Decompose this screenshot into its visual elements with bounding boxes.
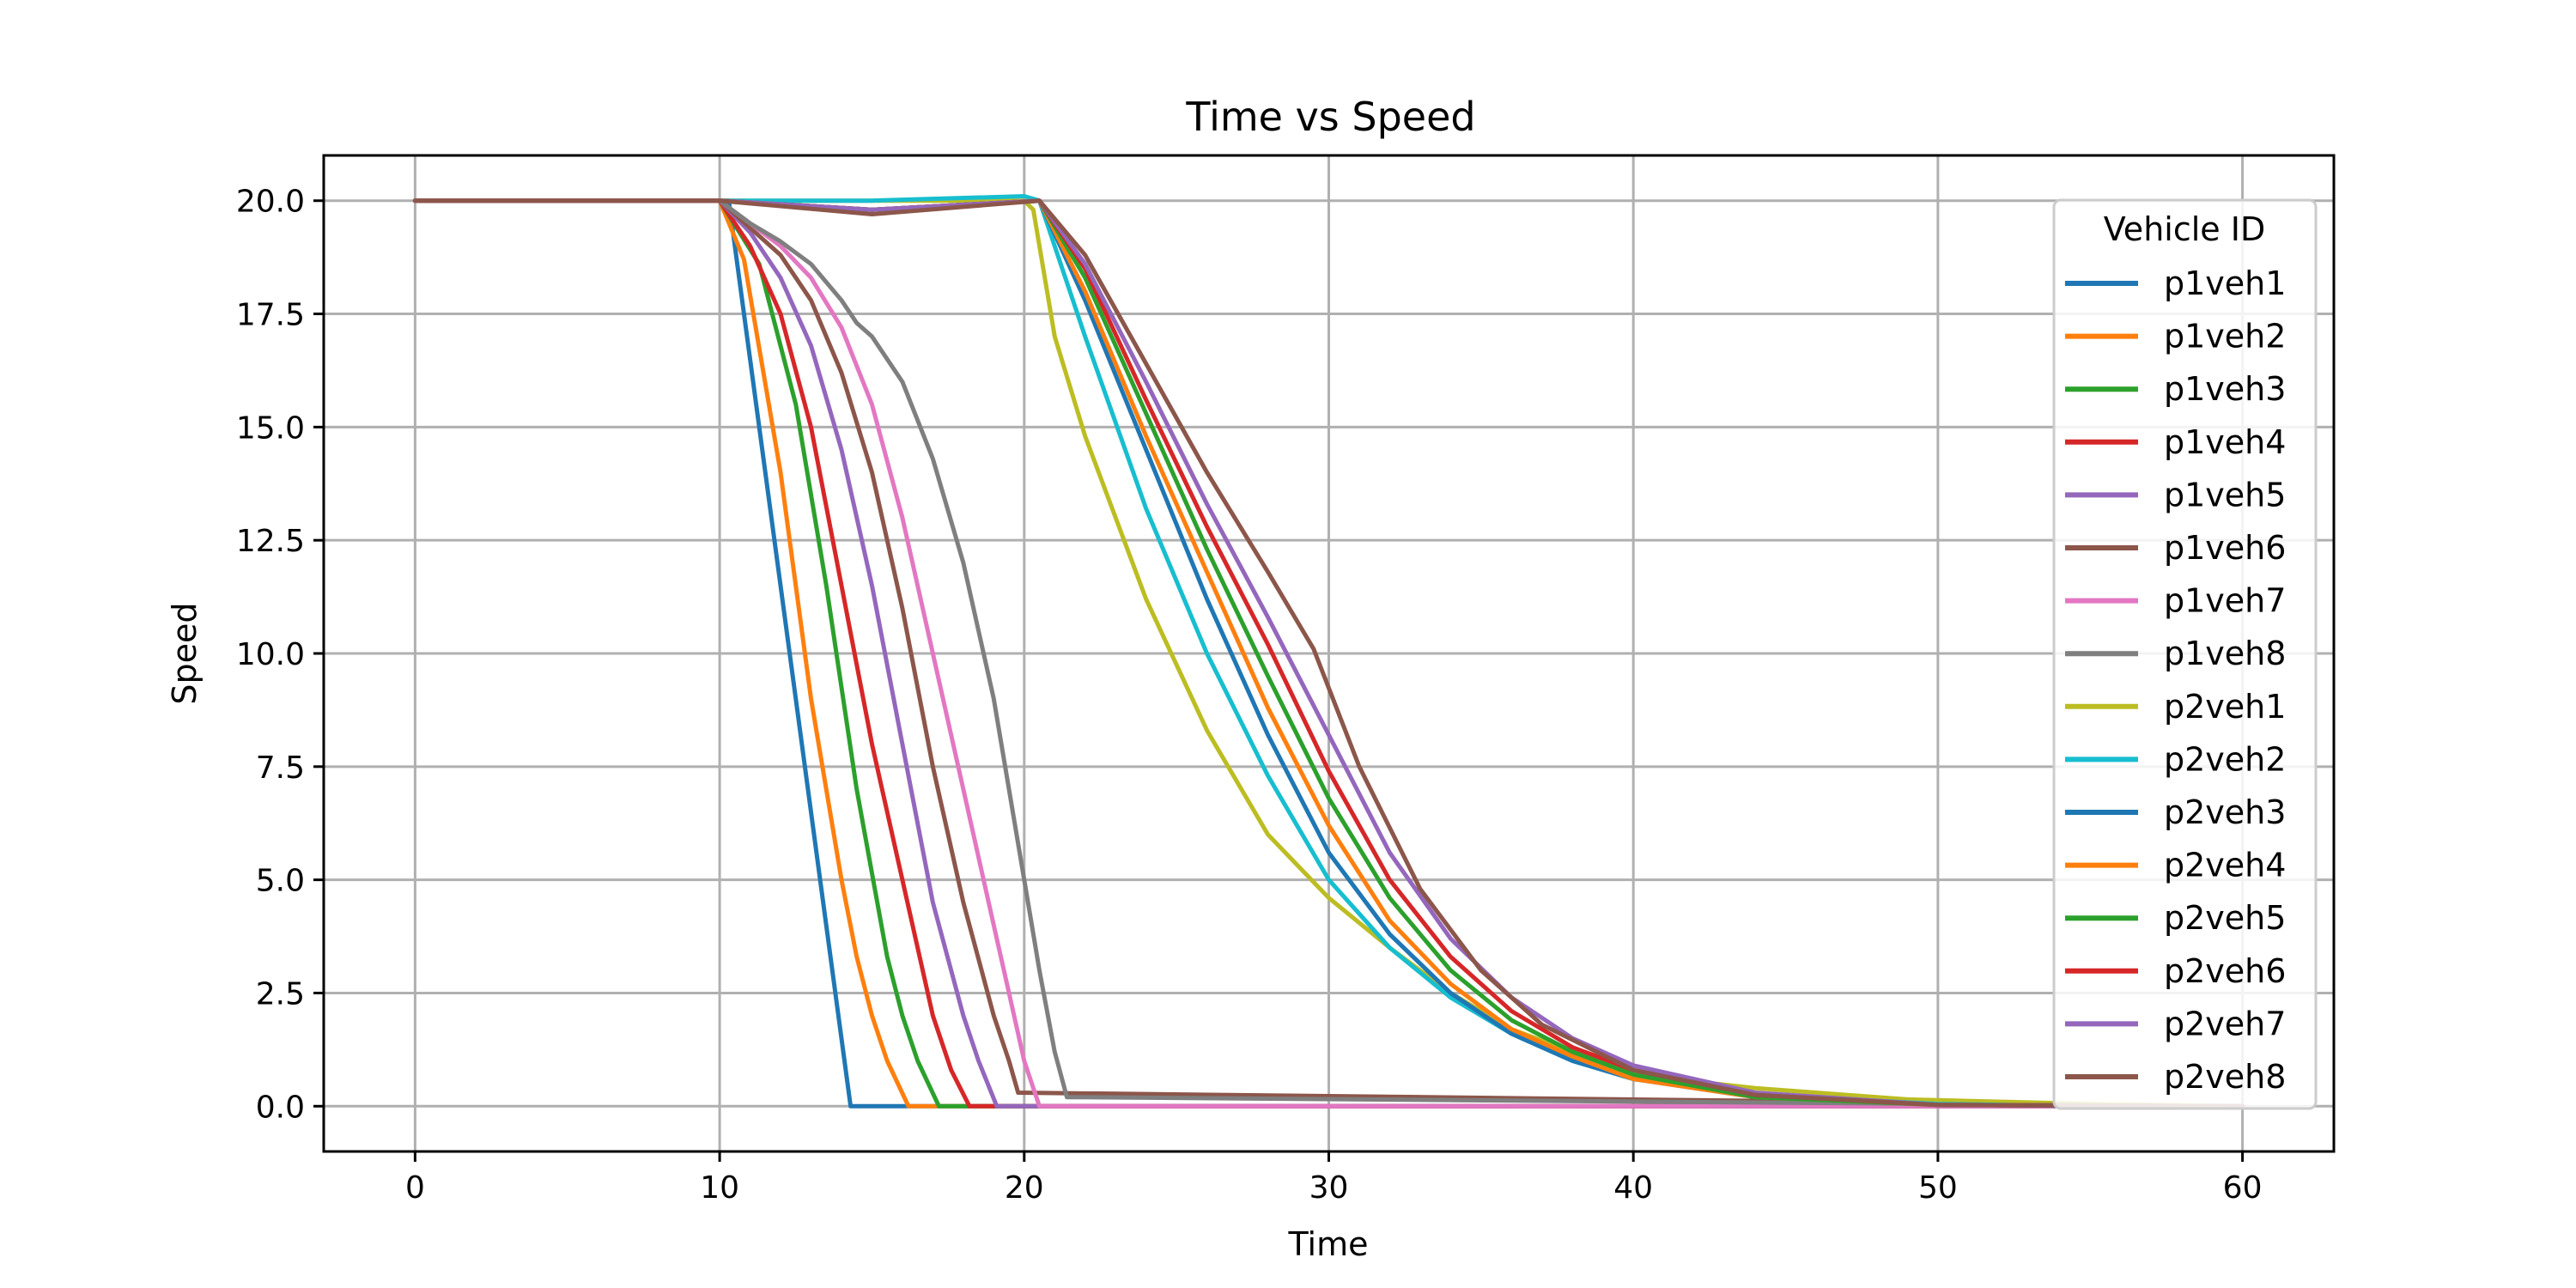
legend-label: p1veh4 bbox=[2164, 423, 2286, 461]
x-tick-label: 20 bbox=[1005, 1170, 1044, 1206]
legend-label: p1veh8 bbox=[2164, 635, 2286, 672]
x-tick-label: 30 bbox=[1309, 1170, 1349, 1206]
x-tick-label: 40 bbox=[1613, 1170, 1653, 1206]
y-axis-label: Speed bbox=[166, 602, 204, 704]
y-tick-label: 2.5 bbox=[256, 976, 305, 1012]
legend: Vehicle ID p1veh1p1veh2p1veh3p1veh4p1veh… bbox=[2052, 198, 2318, 1110]
y-tick-label: 0.0 bbox=[256, 1090, 305, 1125]
legend-entry: p1veh5 bbox=[2065, 476, 2286, 513]
legend-entry: p1veh7 bbox=[2065, 582, 2286, 620]
legend-label: p1veh3 bbox=[2164, 370, 2286, 408]
series-line-p1veh4 bbox=[412, 198, 2245, 1109]
legend-entry: p1veh4 bbox=[2065, 423, 2286, 461]
y-tick-label: 5.0 bbox=[256, 864, 305, 899]
legend-entry: p2veh5 bbox=[2065, 899, 2286, 937]
series-line-p1veh6 bbox=[412, 198, 2245, 1109]
y-tick-label: 7.5 bbox=[256, 750, 305, 786]
legend-entry: p2veh3 bbox=[2065, 793, 2286, 831]
legend-entry: p1veh3 bbox=[2065, 370, 2286, 408]
legend-entry: p1veh2 bbox=[2065, 318, 2286, 355]
legend-label: p2veh7 bbox=[2164, 1005, 2286, 1042]
legend-label: p2veh6 bbox=[2164, 952, 2286, 990]
tick-layer: 0 10 20 30 40 50 60 0.0 2.5 5.0 7.5 10.0 12.5 15.0 17.… bbox=[236, 185, 2263, 1206]
legend-entry: p1veh6 bbox=[2065, 529, 2286, 567]
x-tick-label: 60 bbox=[2223, 1170, 2263, 1206]
legend-entry: p2veh7 bbox=[2065, 1005, 2286, 1042]
legend-label: p2veh4 bbox=[2164, 847, 2286, 884]
x-tick-label: 50 bbox=[1918, 1170, 1958, 1206]
x-axis-label: Time bbox=[1288, 1225, 1369, 1263]
y-tick-label: 12.5 bbox=[236, 524, 305, 559]
x-tick-label: 10 bbox=[700, 1170, 739, 1206]
series-line-p1veh2 bbox=[412, 198, 2245, 1109]
legend-label: p1veh6 bbox=[2164, 529, 2286, 567]
legend-label: p2veh3 bbox=[2164, 793, 2286, 831]
legend-entries: p1veh1 p1veh2 p1veh3 p1veh4 p1veh5 p1veh6 p1ve… bbox=[2065, 264, 2286, 1096]
series-line-p1veh5 bbox=[412, 198, 2245, 1109]
legend-label: p2veh5 bbox=[2164, 899, 2286, 937]
series-line-p1veh8 bbox=[412, 198, 2245, 1109]
series-layer bbox=[412, 194, 2245, 1109]
y-tick-label: 17.5 bbox=[236, 298, 305, 333]
legend-entry: p2veh1 bbox=[2065, 688, 2286, 726]
legend-entry: p2veh4 bbox=[2065, 847, 2286, 884]
legend-label: p1veh5 bbox=[2164, 476, 2286, 513]
legend-label: p1veh1 bbox=[2164, 264, 2286, 302]
legend-entry: p2veh6 bbox=[2065, 952, 2286, 990]
legend-entry: p2veh8 bbox=[2065, 1058, 2286, 1096]
legend-box bbox=[2052, 198, 2318, 1110]
legend-label: p2veh8 bbox=[2164, 1058, 2286, 1096]
legend-label: p2veh2 bbox=[2164, 740, 2286, 778]
legend-entry: p1veh1 bbox=[2065, 264, 2286, 302]
legend-label: p2veh1 bbox=[2164, 688, 2286, 726]
chart-title: Time vs Speed bbox=[1185, 94, 1475, 140]
x-tick-label: 0 bbox=[405, 1170, 425, 1206]
legend-entry: p2veh2 bbox=[2065, 740, 2286, 778]
legend-title: Vehicle ID bbox=[2104, 210, 2265, 248]
legend-label: p1veh7 bbox=[2164, 582, 2286, 620]
series-line-p2veh8 bbox=[412, 198, 2245, 1109]
legend-label: p1veh2 bbox=[2164, 318, 2286, 355]
y-tick-label: 10.0 bbox=[236, 637, 305, 672]
legend-entry: p1veh8 bbox=[2065, 635, 2286, 672]
y-tick-label: 15.0 bbox=[236, 410, 305, 446]
y-tick-label: 20.0 bbox=[236, 185, 305, 220]
